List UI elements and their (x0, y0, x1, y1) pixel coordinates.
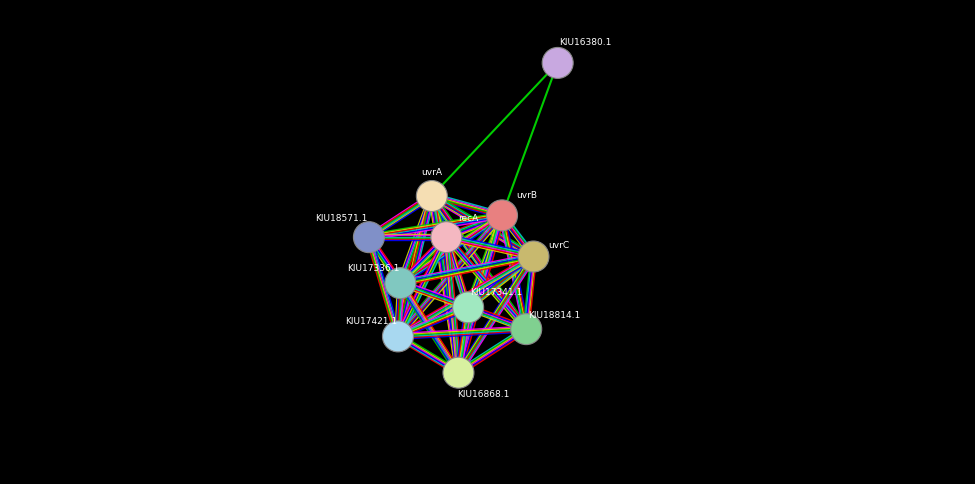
Text: KIU16868.1: KIU16868.1 (457, 391, 510, 399)
Circle shape (353, 222, 384, 253)
Text: recA: recA (458, 214, 479, 223)
Text: uvrA: uvrA (421, 168, 443, 177)
Circle shape (385, 268, 416, 299)
Text: uvrB: uvrB (517, 191, 537, 199)
Circle shape (518, 241, 549, 272)
Circle shape (542, 47, 573, 78)
Circle shape (443, 357, 474, 388)
Circle shape (511, 314, 542, 345)
Circle shape (487, 200, 518, 231)
Circle shape (452, 292, 484, 323)
Text: KIU17336.1: KIU17336.1 (347, 264, 400, 273)
Circle shape (382, 321, 413, 352)
Text: KIU17341.1: KIU17341.1 (470, 288, 523, 297)
Circle shape (431, 222, 462, 253)
Text: KIU18814.1: KIU18814.1 (528, 311, 580, 320)
Text: KIU17421.1: KIU17421.1 (345, 318, 398, 326)
Circle shape (416, 181, 448, 212)
Text: KIU18571.1: KIU18571.1 (315, 214, 367, 223)
Text: KIU16380.1: KIU16380.1 (560, 38, 612, 47)
Text: uvrC: uvrC (548, 242, 569, 250)
